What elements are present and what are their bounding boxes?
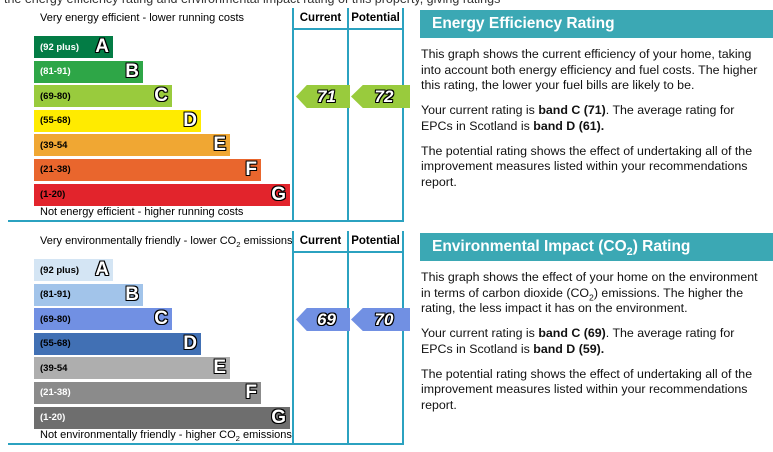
band-range-label: (69-80) (40, 313, 71, 325)
band-range-label: (92 plus) (40, 41, 80, 53)
band-range-label: (21-38) (40, 164, 71, 176)
band-letter: B (125, 60, 139, 82)
energy-current-rating-arrow: 71 (296, 85, 350, 108)
band-range-label: (69-80) (40, 90, 71, 102)
env-bands: (92 plus) A (81-91) B (69-80) C (55-68) … (34, 259, 290, 431)
band-letter: F (245, 381, 257, 403)
cropped-text-fragment: the energy efficiency rating and environ… (4, 0, 624, 6)
band-letter: C (154, 85, 168, 107)
band-letter: A (95, 36, 109, 57)
band-range-label: (92 plus) (40, 264, 80, 276)
band-range-label: (21-38) (40, 387, 71, 399)
band-range-label: (81-91) (40, 289, 71, 301)
band-range-label: (1-20) (40, 412, 66, 424)
env-band-b: (81-91) B (34, 283, 143, 306)
environmental-impact-panel: Environmental Impact (CO2) Rating This g… (420, 233, 773, 414)
band-range-label: (39-54 (40, 362, 68, 374)
column-divider (402, 231, 404, 443)
band-letter: D (183, 332, 197, 354)
band-letter: F (245, 158, 257, 180)
band-range-label: (1-20) (40, 189, 66, 201)
band-letter: C (154, 308, 168, 330)
panel-paragraph: Your current rating is band C (71). The … (421, 103, 735, 133)
column-divider (347, 231, 349, 443)
energy-band-d: (55-68) D (34, 109, 201, 132)
band-letter: G (271, 183, 286, 205)
energy-band-b: (81-91) B (34, 60, 143, 83)
panel-paragraph: Your current rating is band C (69). The … (421, 326, 735, 356)
potential-column-header: Potential (351, 235, 400, 247)
energy-bottom-caption: Not energy efficient - higher running co… (40, 206, 244, 218)
env-band-e: (39-54 E (34, 357, 230, 380)
band-letter: B (125, 283, 139, 305)
env-band-d: (55-68) D (34, 332, 201, 355)
current-column-header: Current (299, 12, 342, 24)
band-range-label: (81-91) (40, 66, 71, 78)
env-top-caption: Very environmentally friendly - lower CO… (40, 235, 293, 250)
energy-efficiency-chart: Very energy efficient - lower running co… (8, 8, 410, 222)
panel-paragraph: The potential rating shows the effect of… (421, 366, 753, 412)
band-letter: A (95, 259, 109, 280)
panel-paragraph: The potential rating shows the effect of… (421, 143, 753, 189)
band-range-label: (39-54 (40, 139, 68, 151)
column-divider (402, 8, 404, 220)
energy-band-g: (1-20) G (34, 183, 290, 206)
column-header-underline (292, 251, 404, 253)
panel-paragraph: This graph shows the effect of your home… (421, 270, 758, 316)
env-band-a: (92 plus) A (34, 259, 113, 281)
env-band-g: (1-20) G (34, 406, 290, 429)
energy-band-a: (92 plus) A (34, 36, 113, 58)
column-divider (292, 8, 294, 220)
band-letter: E (213, 357, 226, 379)
band-letter: E (213, 134, 226, 156)
band-letter: D (183, 109, 197, 131)
energy-band-f: (21-38) F (34, 158, 261, 181)
panel-paragraph: This graph shows the current efficiency … (421, 47, 758, 93)
energy-potential-rating-arrow: 72 (351, 85, 410, 108)
panel-title: Energy Efficiency Rating (420, 10, 773, 38)
band-letter: G (271, 406, 286, 428)
column-divider (292, 231, 294, 443)
panel-title: Environmental Impact (CO2) Rating (420, 233, 773, 261)
column-divider (347, 8, 349, 220)
env-bottom-caption: Not environmentally friendly - higher CO… (40, 429, 292, 444)
energy-top-caption: Very energy efficient - lower running co… (40, 12, 245, 24)
energy-efficiency-panel: Energy Efficiency Rating This graph show… (420, 10, 773, 191)
energy-band-e: (39-54 E (34, 134, 230, 157)
env-current-rating-arrow: 69 (296, 308, 350, 331)
current-column-header: Current (299, 235, 342, 247)
env-band-f: (21-38) F (34, 381, 261, 404)
env-potential-rating-arrow: 70 (351, 308, 410, 331)
environmental-impact-chart: Very environmentally friendly - lower CO… (8, 231, 410, 445)
column-header-underline (292, 28, 404, 30)
band-range-label: (55-68) (40, 338, 71, 350)
band-range-label: (55-68) (40, 115, 71, 127)
env-band-c: (69-80) C (34, 308, 172, 331)
energy-bands: (92 plus) A (81-91) B (69-80) C (55-68) … (34, 36, 290, 208)
energy-band-c: (69-80) C (34, 85, 172, 108)
potential-column-header: Potential (351, 12, 400, 24)
